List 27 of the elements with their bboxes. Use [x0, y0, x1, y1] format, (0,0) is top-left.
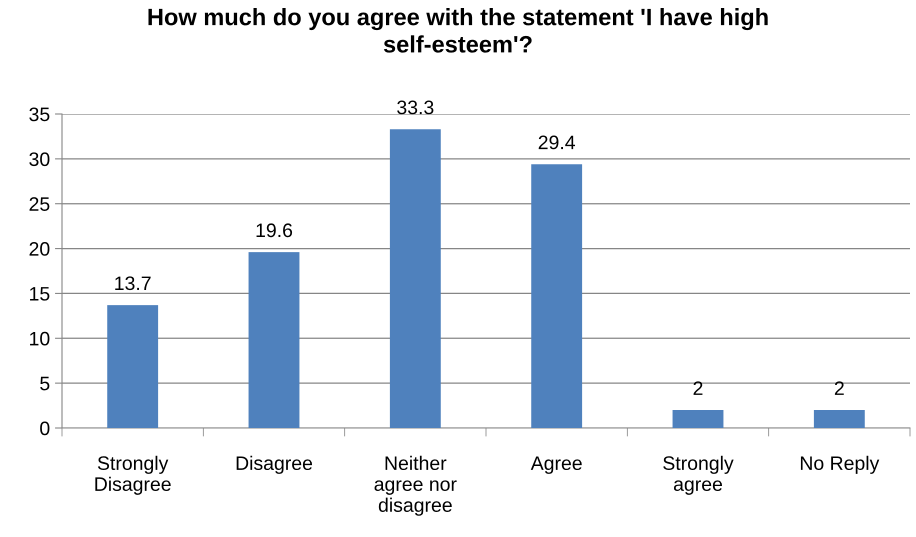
y-tick-label: 15 — [30, 287, 50, 301]
x-tick-label: No Reply — [800, 456, 880, 474]
data-label: 19.6 — [256, 223, 292, 238]
bar — [248, 252, 300, 428]
data-label: 33.3 — [397, 100, 434, 114]
bar — [107, 305, 158, 428]
x-tick-label: Disagree — [236, 456, 312, 474]
x-tick-label: Strongly agree — [663, 456, 734, 495]
x-tick-label: Strongly Disagree — [95, 456, 171, 495]
y-tick-label: 25 — [30, 197, 50, 211]
data-label: 29.4 — [538, 136, 576, 150]
bar — [814, 410, 865, 428]
bar — [390, 129, 441, 428]
y-tick-label: 5 — [40, 376, 50, 390]
bar — [531, 164, 582, 428]
y-tick-label: 0 — [40, 421, 50, 436]
y-tick-label: 20 — [30, 242, 50, 256]
y-tick-label: 10 — [30, 332, 50, 346]
data-label: 2 — [694, 381, 702, 395]
data-label: 2 — [834, 381, 844, 395]
bar — [672, 410, 724, 428]
y-tick-label: 35 — [29, 107, 50, 122]
data-label: 13.7 — [115, 276, 151, 290]
x-tick-label: Neither agree nor disagree — [374, 456, 457, 516]
y-tick-label: 30 — [29, 152, 50, 166]
chart-title: How much do you agree with the statement 'I have high self-esteem'? — [148, 8, 768, 53]
x-tick-label: Agree — [530, 456, 582, 474]
